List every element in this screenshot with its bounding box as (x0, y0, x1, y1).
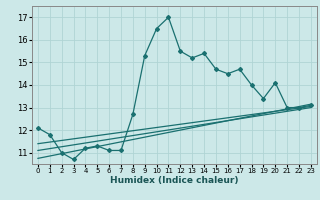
X-axis label: Humidex (Indice chaleur): Humidex (Indice chaleur) (110, 176, 239, 185)
